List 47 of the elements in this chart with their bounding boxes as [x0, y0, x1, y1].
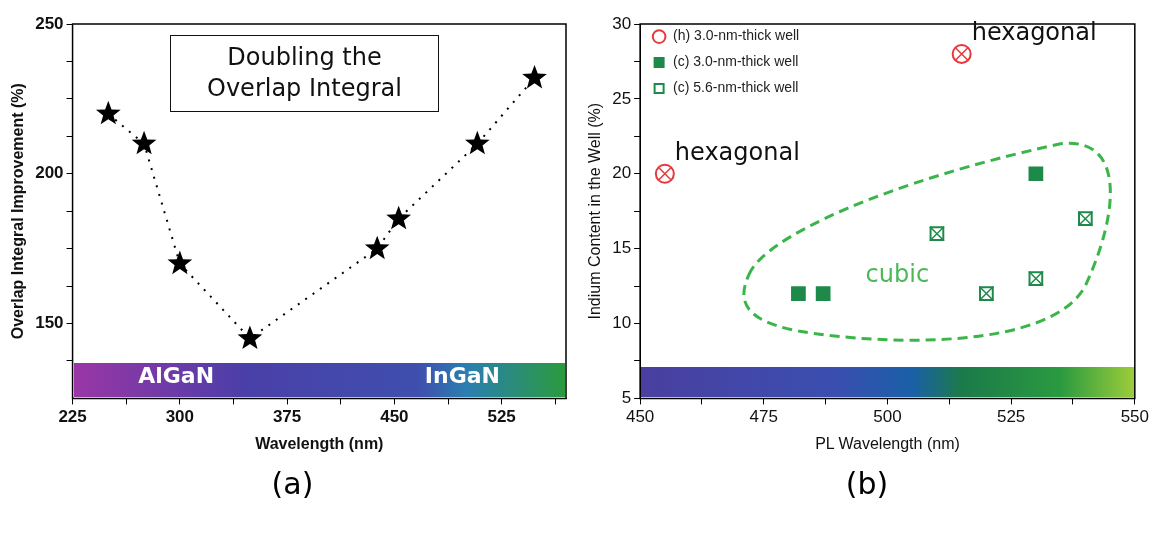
y-tick-label: 5	[621, 388, 632, 408]
x-tick-label: 450	[380, 407, 409, 427]
annotation: hexagonal	[674, 137, 800, 166]
x-tick-label: 525	[487, 407, 516, 427]
text: (a)	[270, 466, 315, 501]
point	[1028, 166, 1044, 182]
y-tick-label: 25	[612, 88, 632, 108]
point	[951, 43, 972, 64]
y-tick-label: 20	[612, 163, 632, 183]
point	[167, 250, 193, 275]
legend-label: (c) 5.6-nm-thick well	[673, 79, 799, 96]
x-tick-label: 375	[272, 407, 302, 427]
x-tick-label: 450	[625, 407, 655, 427]
y-tick-label: 30	[612, 13, 632, 33]
x-axis-title: Wavelength (nm)	[255, 434, 384, 452]
annotation: cubic	[865, 259, 930, 288]
point	[237, 325, 263, 350]
point	[95, 100, 121, 125]
point	[131, 130, 157, 155]
annotation: hexagonal	[971, 18, 1097, 47]
point	[654, 163, 675, 184]
x-axis-title: PL Wavelength (nm)	[815, 434, 960, 452]
y-axis-title: Overlap Integral Improvement (%)	[9, 83, 27, 340]
point	[386, 205, 412, 230]
annotation: AlGaN	[138, 362, 215, 388]
y-tick-label: 10	[612, 313, 632, 333]
y-tick-label: 150	[35, 313, 64, 333]
y-tick-label: 15	[612, 238, 632, 258]
point	[522, 64, 547, 89]
x-tick-label: 500	[873, 407, 902, 427]
y-tick-label: 250	[35, 13, 64, 33]
point	[815, 286, 831, 301]
annotation: Doubling the Overlap Integral	[170, 35, 439, 112]
legend-label: (h) 3.0-nm-thick well	[673, 27, 800, 44]
x-tick-label: 525	[996, 407, 1026, 427]
x-tick-label: 475	[749, 407, 778, 427]
x-tick-label: 300	[165, 407, 195, 427]
point	[364, 235, 390, 260]
x-tick-label: 550	[1120, 407, 1150, 427]
x-tick-label: 225	[58, 407, 87, 427]
point	[464, 130, 490, 155]
point	[791, 286, 806, 301]
annotation: InGaN	[424, 362, 500, 388]
text: (b)	[844, 466, 890, 501]
legend-label: (c) 3.0-nm-thick well	[673, 53, 799, 70]
y-axis-title: Indium Content in the Well (%)	[586, 102, 604, 320]
y-tick-label: 200	[35, 163, 64, 183]
